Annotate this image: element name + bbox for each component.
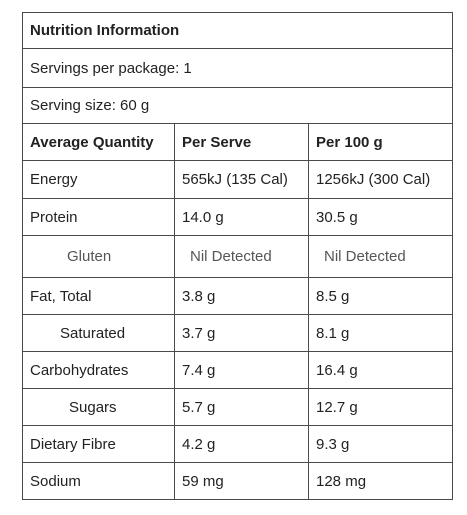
nutrient-value: 12.7 g — [307, 388, 454, 426]
serving-size: Serving size: 60 g — [21, 87, 454, 124]
nutrient-value: 3.7 g — [174, 314, 309, 352]
nutrient-value: 59 mg — [174, 462, 309, 500]
nutrient-name: Gluten — [22, 235, 175, 278]
table-row: Saturated 3.7 g 8.1 g — [22, 314, 454, 352]
nutrient-name: Energy — [22, 160, 175, 199]
nutrient-value: 14.0 g — [174, 198, 309, 236]
header-cell: Per 100 g — [307, 123, 454, 161]
nutrient-name: Sodium — [22, 462, 175, 500]
nutrient-value: Nil Detected — [174, 235, 309, 278]
nutrient-name: Fat, Total — [22, 277, 175, 315]
header-cell: Per Serve — [174, 123, 309, 161]
table-row: Energy 565kJ (135 Cal) 1256kJ (300 Cal) — [22, 160, 454, 199]
servings: Servings per package: 1 — [21, 48, 454, 88]
table-row: Protein 14.0 g 30.5 g — [22, 198, 454, 236]
header-cell: Average Quantity — [22, 123, 175, 161]
table-row: Dietary Fibre 4.2 g 9.3 g — [22, 425, 454, 463]
nutrient-name: Dietary Fibre — [22, 425, 175, 463]
nutrient-name: Protein — [22, 198, 175, 236]
table-row: Gluten Nil Detected Nil Detected — [22, 235, 454, 278]
nutrient-value: 30.5 g — [307, 198, 454, 236]
nutrient-value: 128 mg — [307, 462, 454, 500]
nutrient-name: Carbohydrates — [22, 351, 175, 389]
nutrient-value: 3.8 g — [174, 277, 309, 315]
nutrient-value: 1256kJ (300 Cal) — [307, 160, 454, 199]
nutrient-value: Nil Detected — [307, 235, 454, 278]
table-row: Carbohydrates 7.4 g 16.4 g — [22, 351, 454, 389]
nutrient-value: 16.4 g — [307, 351, 454, 389]
table-row: Fat, Total 3.8 g 8.5 g — [22, 277, 454, 315]
table-title: Nutrition Information — [21, 12, 454, 49]
nutrient-value: 7.4 g — [174, 351, 309, 389]
table-row: Sodium 59 mg 128 mg — [22, 462, 454, 500]
nutrient-value: 4.2 g — [174, 425, 309, 463]
nutrient-value: 8.5 g — [307, 277, 454, 315]
nutrient-value: 8.1 g — [307, 314, 454, 352]
nutrient-name: Saturated — [22, 314, 175, 352]
nutrient-value: 5.7 g — [174, 388, 309, 426]
nutrient-value: 565kJ (135 Cal) — [174, 160, 309, 199]
table-row: Sugars 5.7 g 12.7 g — [22, 388, 454, 426]
nutrition-table: Nutrition Information Servings per packa… — [21, 12, 454, 500]
nutrient-name: Sugars — [22, 388, 175, 426]
nutrient-value: 9.3 g — [307, 425, 454, 463]
